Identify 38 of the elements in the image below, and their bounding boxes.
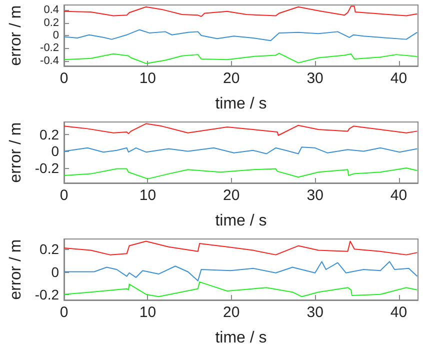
- y-tick-label: -0.4: [40, 54, 59, 67]
- line-series: [64, 167, 418, 180]
- x-tick-label: 20: [223, 70, 240, 87]
- y-tick-label: 0: [52, 30, 59, 42]
- y-tick-label: 0: [51, 264, 60, 280]
- line-series: [64, 261, 418, 282]
- y-tick-label: -0.2: [34, 160, 60, 176]
- line-series: [64, 240, 418, 256]
- line-series: [64, 29, 418, 42]
- x-tick-label: 10: [139, 70, 156, 87]
- x-tick-label: 20: [223, 187, 240, 204]
- x-tick-label: 20: [223, 304, 240, 321]
- x-tick-label: 40: [390, 70, 408, 87]
- x-tick-label: 10: [139, 187, 156, 204]
- x-tick-label: 30: [306, 187, 324, 204]
- y-tick-label: 0.4: [44, 4, 59, 16]
- y-tick-label: 0.2: [44, 16, 59, 29]
- y-tick-label: -0.2: [40, 42, 59, 54]
- x-tick-label: 30: [306, 304, 324, 321]
- x-tick-label: 10: [139, 304, 156, 321]
- y-axis-title: error / m: [8, 122, 24, 183]
- y-tick-label: 0: [51, 143, 60, 160]
- y-tick-label: 0.2: [40, 126, 60, 143]
- y-tick-label: -0.2: [34, 286, 60, 302]
- line-series: [64, 6, 418, 17]
- line-series: [64, 146, 418, 154]
- x-axis-title: time / s: [215, 330, 267, 346]
- x-tick-label: 40: [390, 304, 408, 321]
- y-axis-title: error / m: [8, 5, 24, 66]
- line-series: [64, 281, 418, 298]
- line-series: [64, 52, 418, 64]
- x-tick-label: 30: [306, 70, 324, 87]
- y-tick-label: 0.2: [40, 241, 60, 258]
- x-axis-title: time / s: [215, 96, 267, 112]
- line-series: [64, 123, 418, 136]
- x-tick-label: 40: [390, 187, 408, 204]
- y-axis-title: error / m: [8, 239, 24, 300]
- x-axis-title: time / s: [215, 212, 267, 230]
